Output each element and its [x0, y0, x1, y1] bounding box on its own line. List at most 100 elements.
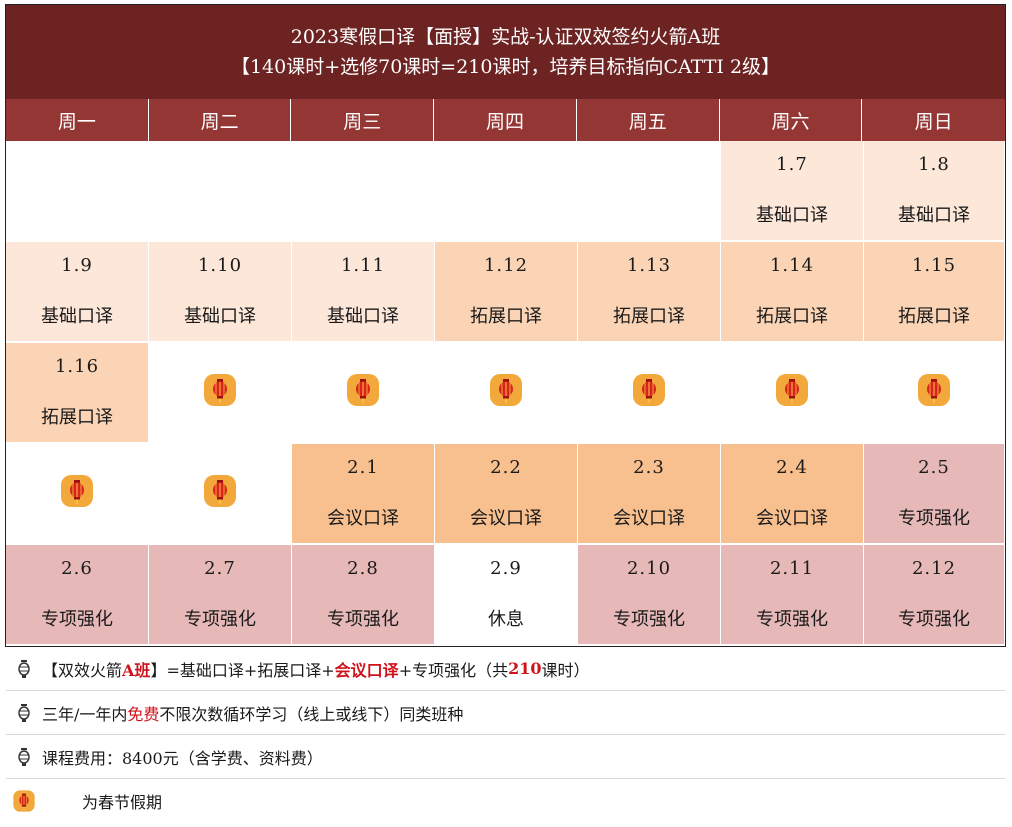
weekday-sun: 周日: [862, 99, 1006, 141]
cell-course: 基础口译: [898, 205, 970, 226]
day-cell: 2.4 会议口译: [721, 444, 864, 544]
note-1-part-d: 会议口译: [334, 660, 399, 680]
day-cell: [578, 141, 721, 241]
day-cell: [292, 141, 435, 241]
weekday-sat: 周六: [719, 99, 863, 141]
cell-date: 1.15: [911, 255, 957, 276]
cell-date: 2.8: [347, 558, 379, 579]
day-cell: [149, 343, 292, 443]
day-cell: [6, 141, 149, 241]
title-banner: 2023寒假口译【面授】实战-认证双效签约火箭A班 【140课时+选修70课时=…: [6, 5, 1005, 99]
cell-course: 拓展口译: [41, 407, 113, 428]
lantern-outline-icon: [6, 747, 42, 766]
cell-course: 会议口译: [756, 508, 828, 529]
cell-date: 1.11: [340, 255, 386, 276]
calendar-grid: 1.7 基础口译 1.8 基础口译 1.9 基础口译 1.10 基础口译 1.11 基础口译 1.1…: [6, 141, 1005, 645]
cell-course: 拓展口译: [613, 306, 685, 327]
cell-course: 基础口译: [327, 306, 399, 327]
note-2-part-b: 免费: [127, 704, 160, 724]
day-cell: [435, 141, 578, 241]
cell-date: 1.14: [769, 255, 815, 276]
day-cell: 2.7 专项强化: [149, 545, 292, 645]
cell-course: 基础口译: [184, 306, 256, 327]
lantern-icon: [345, 372, 381, 413]
day-cell: [435, 343, 578, 443]
day-cell: 2.2 会议口译: [435, 444, 578, 544]
cell-course: 拓展口译: [898, 306, 970, 327]
day-cell: 2.8 专项强化: [292, 545, 435, 645]
cell-course: 基础口译: [41, 306, 113, 327]
weekday-fri: 周五: [576, 99, 720, 141]
day-cell: [292, 343, 435, 443]
note-1-part-c: 】=基础口译+拓展口译+: [150, 660, 335, 680]
note-1-part-b: A班: [122, 660, 151, 680]
note-2-part-a: 三年/一年内: [42, 704, 128, 724]
cell-course: 拓展口译: [470, 306, 542, 327]
title-line-2: 【140课时+选修70课时=210课时，培养目标指向CATTI 2级】: [230, 56, 781, 78]
cell-date: 2.9: [490, 558, 522, 579]
note-2-part-c: 不限次数循环学习（线上或线下）同类班种: [159, 704, 464, 724]
cell-date: 1.12: [483, 255, 529, 276]
note-1-part-a: 【双效火箭: [42, 660, 123, 680]
cell-date: 1.8: [918, 154, 950, 175]
cell-date: 2.3: [633, 457, 665, 478]
cell-course: 专项强化: [41, 609, 113, 630]
cell-course: 专项强化: [898, 508, 970, 529]
lantern-icon: [59, 473, 95, 514]
cell-course: 专项强化: [756, 609, 828, 630]
note-4-text: 为春节假期: [82, 793, 163, 812]
day-cell: 1.16 拓展口译: [6, 343, 149, 443]
lantern-icon: [202, 372, 238, 413]
cell-date: 2.10: [626, 558, 672, 579]
cell-course: 会议口译: [470, 508, 542, 529]
cell-date: 2.11: [769, 558, 815, 579]
day-cell: 1.8 基础口译: [864, 141, 1005, 241]
note-row-4: 为春节假期: [6, 779, 1005, 823]
day-cell: [721, 343, 864, 443]
cell-date: 1.7: [776, 154, 808, 175]
cell-course: 会议口译: [327, 508, 399, 529]
cell-date: 2.6: [61, 558, 93, 579]
cell-course: 专项强化: [613, 609, 685, 630]
day-cell: [6, 444, 149, 544]
weekday-wed: 周三: [291, 99, 435, 141]
lantern-outline-icon: [6, 703, 42, 722]
day-cell: 2.11 专项强化: [721, 545, 864, 645]
note-1-part-g: 课时）: [541, 660, 590, 680]
notes-section: 【双效火箭 A班 】=基础口译+拓展口译+ 会议口译 +专项强化（共 210 课时） 三年/…: [6, 647, 1005, 823]
cell-course: 专项强化: [898, 609, 970, 630]
cell-date: 1.9: [61, 255, 93, 276]
title-line-1: 2023寒假口译【面授】实战-认证双效签约火箭A班: [290, 26, 721, 48]
day-cell: 2.3 会议口译: [578, 444, 721, 544]
weekday-tue: 周二: [148, 99, 292, 141]
lantern-icon: [631, 372, 667, 413]
note-row-3: 课程费用：8400元（含学费、资料费）: [6, 735, 1005, 779]
weekday-thu: 周四: [434, 99, 577, 141]
cell-course: 基础口译: [756, 205, 828, 226]
note-row-2: 三年/一年内 免费 不限次数循环学习（线上或线下）同类班种: [6, 691, 1005, 735]
day-cell: 1.7 基础口译: [721, 141, 864, 241]
day-cell: 2.1 会议口译: [292, 444, 435, 544]
note-1-part-f: 210: [508, 659, 542, 678]
day-cell: 1.9 基础口译: [6, 242, 149, 342]
day-cell: 1.11 基础口译: [292, 242, 435, 342]
cell-course: 专项强化: [184, 609, 256, 630]
table-border: [5, 4, 1006, 647]
weekday-header: 周一 周二 周三 周四 周五 周六 周日: [6, 99, 1006, 141]
day-cell: 1.15 拓展口译: [864, 242, 1005, 342]
cell-course: 休息: [488, 609, 524, 630]
lantern-icon: [6, 789, 42, 813]
weekday-mon: 周一: [6, 99, 149, 141]
cell-date: 1.13: [626, 255, 672, 276]
lantern-icon: [774, 372, 810, 413]
day-cell: [578, 343, 721, 443]
day-cell: 1.14 拓展口译: [721, 242, 864, 342]
cell-date: 1.10: [197, 255, 243, 276]
note-1-part-e: +专项强化（共: [398, 660, 509, 680]
day-cell: 1.13 拓展口译: [578, 242, 721, 342]
day-cell: [149, 444, 292, 544]
cell-course: 拓展口译: [756, 306, 828, 327]
cell-course: 专项强化: [327, 609, 399, 630]
lantern-icon: [202, 473, 238, 514]
day-cell: [149, 141, 292, 241]
